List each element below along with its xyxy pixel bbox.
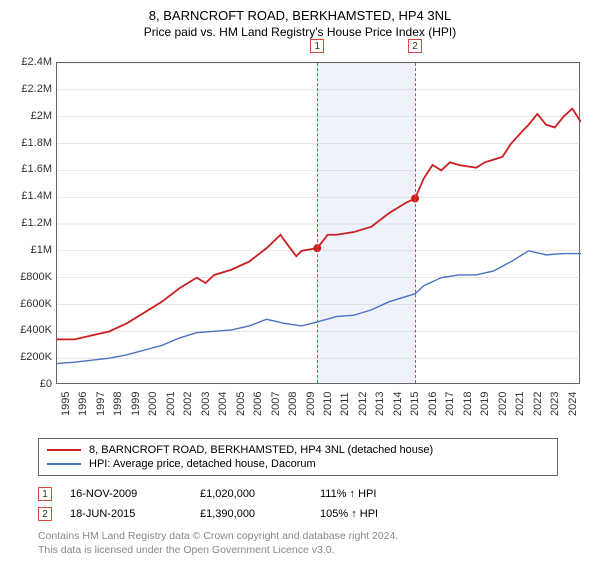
legend-row: 8, BARNCROFT ROAD, BERKHAMSTED, HP4 3NL … bbox=[47, 443, 549, 457]
x-axis-label: 2012 bbox=[357, 392, 367, 416]
sale-marker-1: 1 bbox=[310, 39, 324, 53]
y-axis-label: £1.4M bbox=[10, 190, 52, 202]
x-axis-label: 2015 bbox=[409, 392, 419, 416]
y-axis-label: £2.2M bbox=[10, 83, 52, 95]
y-axis-label: £1.8M bbox=[10, 137, 52, 149]
x-axis-label: 2016 bbox=[427, 392, 437, 416]
series-hpi bbox=[57, 251, 581, 364]
chart-title: 8, BARNCROFT ROAD, BERKHAMSTED, HP4 3NL bbox=[0, 8, 600, 23]
x-axis-label: 1995 bbox=[60, 392, 70, 416]
sale-pct: 105% ↑ HPI bbox=[320, 508, 430, 520]
legend-label: 8, BARNCROFT ROAD, BERKHAMSTED, HP4 3NL … bbox=[89, 444, 433, 456]
x-axis-label: 2004 bbox=[217, 392, 227, 416]
sale-row: 2 18-JUN-2015 £1,390,000 105% ↑ HPI bbox=[38, 504, 430, 524]
footer-line: Contains HM Land Registry data © Crown c… bbox=[38, 530, 398, 544]
sale-row: 1 16-NOV-2009 £1,020,000 111% ↑ HPI bbox=[38, 484, 430, 504]
legend-row: HPI: Average price, detached house, Daco… bbox=[47, 457, 549, 471]
x-axis-label: 2018 bbox=[462, 392, 472, 416]
x-axis-label: 2019 bbox=[479, 392, 489, 416]
y-axis-label: £1.2M bbox=[10, 217, 52, 229]
x-axis-label: 2023 bbox=[549, 392, 559, 416]
y-axis-label: £200K bbox=[10, 351, 52, 363]
x-axis-label: 2001 bbox=[165, 392, 175, 416]
x-axis-label: 2005 bbox=[235, 392, 245, 416]
x-axis-label: 2024 bbox=[567, 392, 577, 416]
sale-price: £1,020,000 bbox=[200, 488, 320, 500]
y-axis-label: £2M bbox=[10, 110, 52, 122]
y-axis-label: £600K bbox=[10, 298, 52, 310]
sale-price: £1,390,000 bbox=[200, 508, 320, 520]
footer-attribution: Contains HM Land Registry data © Crown c… bbox=[38, 530, 398, 557]
sale-pct: 111% ↑ HPI bbox=[320, 488, 430, 500]
sale-date: 16-NOV-2009 bbox=[70, 488, 200, 500]
y-axis-label: £1M bbox=[10, 244, 52, 256]
sale-marker: 2 bbox=[38, 507, 52, 521]
x-axis-label: 2010 bbox=[322, 392, 332, 416]
chart-subtitle: Price paid vs. HM Land Registry's House … bbox=[0, 25, 600, 39]
plot-svg bbox=[57, 63, 581, 385]
x-axis-label: 2017 bbox=[444, 392, 454, 416]
x-axis-label: 2007 bbox=[270, 392, 280, 416]
x-axis-label: 1997 bbox=[95, 392, 105, 416]
y-axis-label: £400K bbox=[10, 324, 52, 336]
x-axis-label: 1998 bbox=[112, 392, 122, 416]
x-axis-label: 2009 bbox=[305, 392, 315, 416]
chart-area: 12 £0 £200K £400K £600K £800K £1M £1.2M £1.4M £1… bbox=[10, 56, 590, 426]
x-axis-label: 2008 bbox=[287, 392, 297, 416]
x-axis-label: 2006 bbox=[252, 392, 262, 416]
sales-table: 1 16-NOV-2009 £1,020,000 111% ↑ HPI 2 18… bbox=[38, 484, 430, 524]
sale-marker-2: 2 bbox=[408, 39, 422, 53]
legend-label: HPI: Average price, detached house, Daco… bbox=[89, 458, 316, 470]
sale-date: 18-JUN-2015 bbox=[70, 508, 200, 520]
x-axis-label: 2013 bbox=[374, 392, 384, 416]
x-axis-label: 2020 bbox=[497, 392, 507, 416]
sale-marker: 1 bbox=[38, 487, 52, 501]
x-axis-label: 2002 bbox=[182, 392, 192, 416]
footer-line: This data is licensed under the Open Gov… bbox=[38, 544, 398, 558]
chart-container: 8, BARNCROFT ROAD, BERKHAMSTED, HP4 3NL … bbox=[0, 8, 600, 568]
x-axis-label: 1999 bbox=[130, 392, 140, 416]
legend-swatch bbox=[47, 449, 81, 451]
legend: 8, BARNCROFT ROAD, BERKHAMSTED, HP4 3NL … bbox=[38, 438, 558, 476]
legend-swatch bbox=[47, 463, 81, 465]
plot-region: 12 bbox=[56, 62, 580, 384]
x-axis-label: 2022 bbox=[532, 392, 542, 416]
y-axis-label: £0 bbox=[10, 378, 52, 390]
y-axis-label: £800K bbox=[10, 271, 52, 283]
x-axis-label: 2003 bbox=[200, 392, 210, 416]
x-axis-label: 2000 bbox=[147, 392, 157, 416]
x-axis-label: 2011 bbox=[339, 392, 349, 416]
y-axis-label: £2.4M bbox=[10, 56, 52, 68]
x-axis-label: 2014 bbox=[392, 392, 402, 416]
x-axis-label: 1996 bbox=[77, 392, 87, 416]
x-axis-label: 2021 bbox=[514, 392, 524, 416]
y-axis-label: £1.6M bbox=[10, 163, 52, 175]
